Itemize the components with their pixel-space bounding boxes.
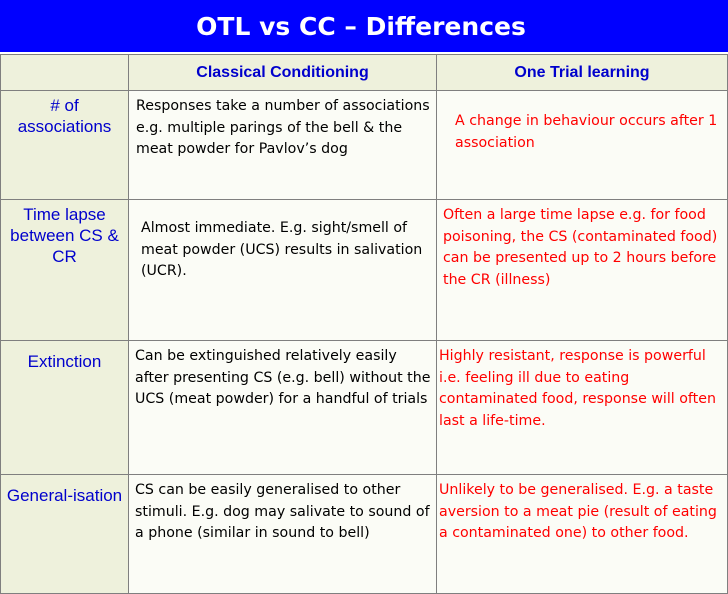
otl-cell: Often a large time lapse e.g. for food p… bbox=[436, 199, 728, 341]
page-title: OTL vs CC – Differences bbox=[196, 11, 526, 41]
table-row: Time lapse between CS & CR Almost immedi… bbox=[0, 199, 728, 341]
table-row: General-isation CS can be easily general… bbox=[0, 474, 728, 594]
cc-cell: Can be extinguished relatively easily af… bbox=[128, 340, 437, 475]
cc-cell: Responses take a number of associations … bbox=[128, 90, 437, 200]
cc-cell: Almost immediate. E.g. sight/smell of me… bbox=[128, 199, 437, 341]
table-row: # of associations Responses take a numbe… bbox=[0, 90, 728, 200]
comparison-table: Classical Conditioning One Trial learnin… bbox=[0, 54, 728, 594]
otl-cell: Unlikely to be generalised. E.g. a taste… bbox=[436, 474, 728, 594]
row-label: Time lapse between CS & CR bbox=[0, 199, 129, 341]
row-label: General-isation bbox=[0, 474, 129, 594]
cc-cell: CS can be easily generalised to other st… bbox=[128, 474, 437, 594]
otl-cell: A change in behaviour occurs after 1 ass… bbox=[436, 90, 728, 200]
row-label: # of associations bbox=[0, 90, 129, 200]
table-row: Extinction Can be extinguished relativel… bbox=[0, 340, 728, 475]
otl-cell: Highly resistant, response is powerful i… bbox=[436, 340, 728, 475]
title-bar: OTL vs CC – Differences bbox=[0, 0, 728, 52]
row-label: Extinction bbox=[0, 340, 129, 475]
header-classical-conditioning: Classical Conditioning bbox=[128, 54, 437, 91]
header-corner bbox=[0, 54, 129, 91]
table-header-row: Classical Conditioning One Trial learnin… bbox=[0, 54, 728, 91]
header-one-trial-learning: One Trial learning bbox=[436, 54, 728, 91]
